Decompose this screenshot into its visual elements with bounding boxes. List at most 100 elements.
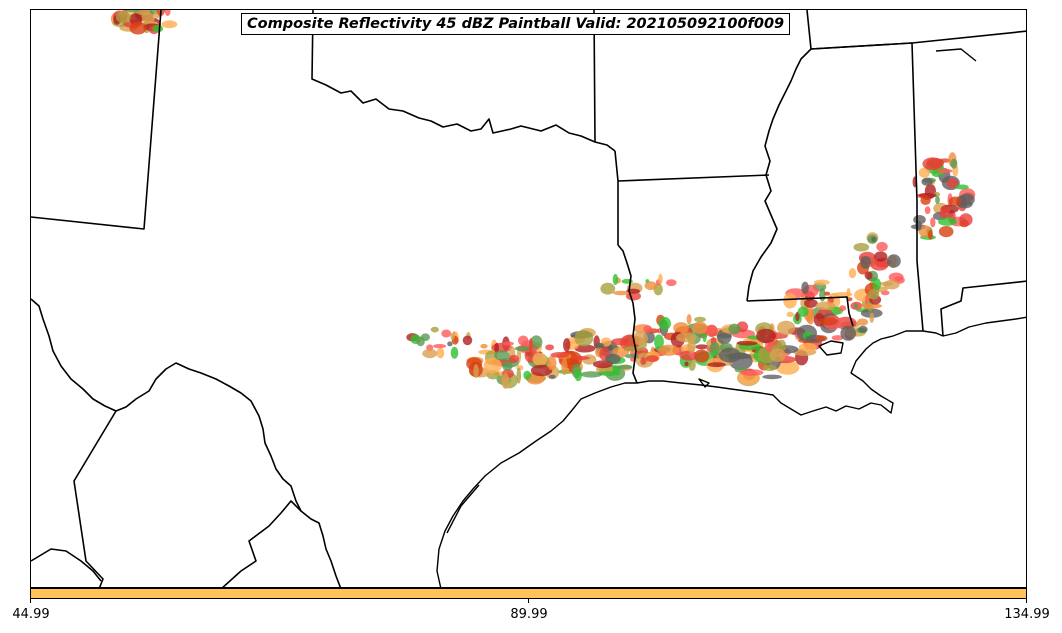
- reflectivity-blob: [480, 343, 488, 349]
- state-boundary-al-fl: [940, 280, 1026, 337]
- reflectivity-blob: [611, 338, 629, 346]
- reflectivity-blob: [804, 299, 818, 308]
- reflectivity-blob: [756, 328, 776, 344]
- reflectivity-blob: [777, 320, 796, 336]
- reflectivity-blob: [502, 341, 514, 346]
- reflectivity-blob: [736, 341, 758, 346]
- state-boundary-nm-az: [31, 10, 162, 230]
- state-boundary-tn: [810, 42, 913, 50]
- reflectivity-blob: [867, 289, 880, 300]
- border-mexico-states-1: [73, 410, 117, 587]
- reflectivity-blob: [918, 167, 930, 178]
- reflectivity-blob: [695, 344, 709, 350]
- reflectivity-blob: [924, 206, 931, 215]
- reflectivity-blob: [613, 290, 629, 296]
- reflectivity-blob: [632, 331, 648, 346]
- reflectivity-blob: [658, 344, 680, 356]
- barrier-island-1: [446, 484, 480, 534]
- reflectivity-blob: [815, 301, 836, 311]
- reflectivity-blob: [436, 347, 445, 359]
- reflectivity-blob: [129, 21, 147, 35]
- reflectivity-blob: [798, 342, 817, 352]
- reflectivity-blob: [876, 241, 888, 252]
- reflectivity-blob: [783, 292, 797, 309]
- state-boundary-la-ms: [746, 296, 854, 327]
- reflectivity-blob: [658, 316, 671, 331]
- reflectivity-blob: [860, 256, 872, 269]
- reflectivity-blob: [164, 10, 171, 17]
- reflectivity-blob: [921, 177, 933, 186]
- reflectivity-blob: [860, 303, 882, 309]
- reflectivity-blob: [550, 352, 570, 358]
- reflectivity-blob: [545, 344, 554, 351]
- state-boundary-tx-ar: [614, 150, 619, 245]
- reflectivity-blob: [728, 323, 741, 335]
- border-mexico-states-3: [222, 500, 302, 587]
- reflectivity-blob: [938, 217, 957, 226]
- reflectivity-blob: [561, 358, 568, 376]
- reflectivity-blob: [864, 271, 873, 280]
- tn-river: [935, 48, 977, 62]
- reflectivity-blob: [959, 213, 973, 227]
- reflectivity-blob: [432, 344, 447, 349]
- reflectivity-blob: [516, 367, 522, 384]
- reflectivity-blob: [883, 279, 900, 290]
- state-boundaries: [31, 10, 1026, 587]
- reflectivity-blob: [939, 206, 950, 220]
- reflectivity-blob: [514, 346, 532, 352]
- reflectivity-blob: [546, 355, 557, 371]
- reflectivity-blob: [786, 311, 794, 318]
- reflectivity-blob: [563, 338, 571, 352]
- reflectivity-blob: [508, 354, 519, 364]
- reflectivity-paintball-layer: [110, 10, 976, 389]
- reflectivity-blob: [676, 332, 697, 343]
- reflectivity-blob: [600, 282, 616, 295]
- reflectivity-blob: [762, 374, 782, 380]
- reflectivity-blob: [801, 281, 809, 294]
- reflectivity-blob: [938, 226, 954, 238]
- state-boundary-tx-ok: [311, 10, 616, 152]
- reflectivity-blob: [494, 350, 510, 361]
- reflectivity-blob: [922, 157, 943, 171]
- reflectivity-blob: [858, 325, 868, 333]
- map-canvas: [31, 10, 1026, 587]
- reflectivity-blob: [688, 358, 696, 371]
- reflectivity-blob: [935, 196, 940, 204]
- reflectivity-blob: [679, 350, 699, 361]
- reflectivity-blob: [654, 334, 664, 350]
- reflectivity-blob: [853, 303, 859, 309]
- coastline-louisiana: [745, 330, 923, 416]
- reflectivity-blob: [872, 278, 881, 291]
- reflectivity-blob: [718, 347, 742, 363]
- border-rio-grande: [31, 298, 342, 587]
- reflectivity-blob: [502, 360, 513, 371]
- reflectivity-blob: [740, 369, 764, 376]
- reflectivity-blob: [450, 332, 456, 340]
- lake-pontchartrain: [818, 340, 844, 356]
- reflectivity-blob: [422, 348, 438, 359]
- reflectivity-blob: [813, 279, 830, 286]
- map-title: Composite Reflectivity 45 dBZ Paintball …: [241, 13, 791, 35]
- reflectivity-blob: [815, 335, 828, 342]
- reflectivity-blob: [115, 11, 131, 24]
- reflectivity-blob: [930, 217, 936, 228]
- reflectivity-blob: [673, 322, 689, 334]
- reflectivity-blob: [769, 348, 786, 362]
- reflectivity-blob: [574, 369, 582, 382]
- colorbar-tick-label-min: 44.99: [12, 607, 50, 622]
- reflectivity-blob: [950, 158, 958, 169]
- reflectivity-blob: [958, 193, 975, 206]
- reflectivity-blob: [124, 10, 140, 13]
- barrier-island-2: [698, 378, 710, 388]
- reflectivity-blob: [483, 357, 502, 374]
- reflectivity-blob: [528, 338, 533, 353]
- reflectivity-blob: [886, 254, 901, 268]
- reflectivity-blob: [530, 335, 543, 349]
- state-boundary-ar-la: [617, 174, 770, 182]
- colorbar-tick-2: [528, 599, 529, 603]
- reflectivity-blob: [818, 317, 838, 326]
- state-boundary-tx-la: [617, 244, 638, 384]
- reflectivity-blob: [713, 350, 718, 357]
- reflectivity-blob: [848, 268, 857, 279]
- reflectivity-blob: [494, 342, 500, 354]
